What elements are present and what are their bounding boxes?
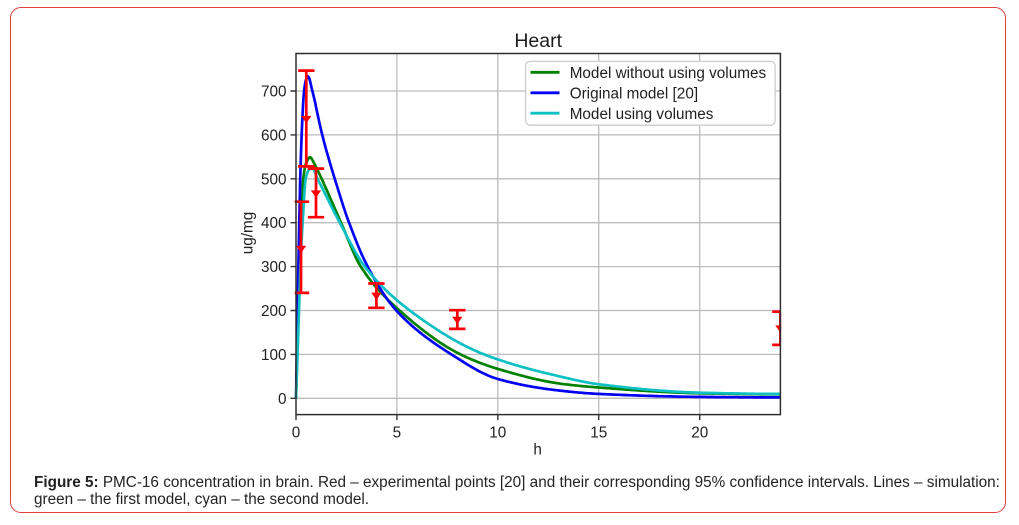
svg-text:Original model [20]: Original model [20] [570,85,698,102]
svg-text:Model using volumes: Model using volumes [570,106,714,123]
svg-text:200: 200 [261,303,287,320]
svg-text:600: 600 [261,127,287,144]
svg-text:5: 5 [393,424,402,441]
svg-text:700: 700 [261,84,287,101]
svg-text:Model without using volumes: Model without using volumes [570,65,767,82]
svg-text:h: h [533,441,542,458]
svg-text:20: 20 [691,424,708,441]
svg-text:100: 100 [261,347,287,364]
svg-text:400: 400 [261,215,287,232]
svg-text:300: 300 [261,259,287,276]
svg-text:Heart: Heart [514,30,562,52]
svg-text:0: 0 [292,424,301,441]
svg-text:15: 15 [590,424,607,441]
svg-text:10: 10 [489,424,506,441]
svg-text:500: 500 [261,171,287,188]
svg-text:ug/mg: ug/mg [240,212,257,255]
svg-text:0: 0 [278,391,287,408]
